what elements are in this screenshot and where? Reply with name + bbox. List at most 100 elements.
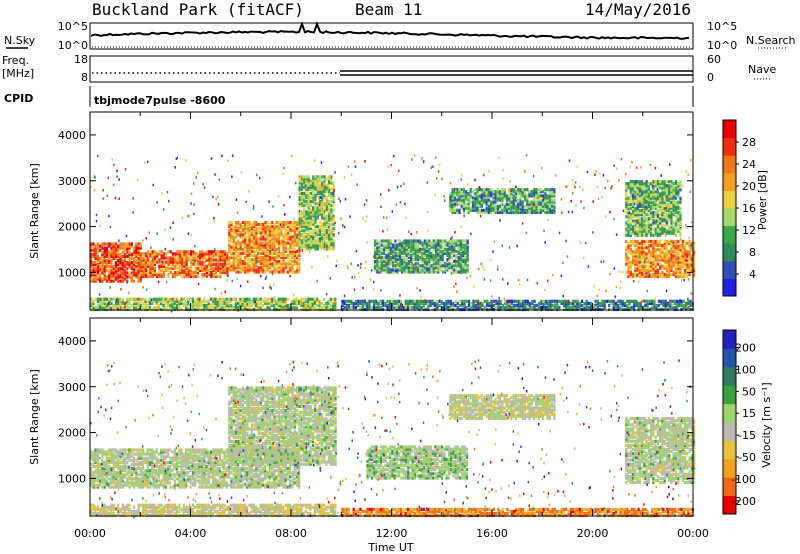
heatmap-cell bbox=[298, 258, 301, 262]
heatmap-cell bbox=[268, 258, 272, 262]
heatmap-cell bbox=[196, 303, 199, 307]
heatmap-cell bbox=[162, 252, 166, 256]
heatmap-cell bbox=[453, 198, 456, 202]
heatmap-cell bbox=[201, 266, 204, 270]
heatmap-speckle bbox=[507, 282, 509, 285]
heatmap-cell bbox=[439, 243, 442, 247]
heatmap-cell bbox=[636, 264, 639, 268]
heatmap-cell bbox=[485, 194, 488, 198]
heatmap-cell bbox=[474, 198, 477, 202]
heatmap-cell bbox=[663, 229, 666, 233]
heatmap-cell bbox=[316, 185, 319, 189]
heatmap-cell bbox=[199, 254, 202, 258]
heatmap-cell bbox=[623, 303, 627, 307]
heatmap-cell bbox=[96, 244, 99, 248]
heatmap-cell bbox=[510, 305, 513, 310]
heatmap-cell bbox=[669, 299, 672, 303]
heatmap-cell bbox=[466, 239, 469, 243]
heatmap-cell bbox=[303, 197, 306, 202]
heatmap-cell bbox=[661, 258, 664, 262]
heatmap-cell bbox=[140, 272, 143, 277]
heatmap-cell bbox=[187, 270, 190, 274]
heatmap-cell bbox=[144, 305, 147, 310]
heatmap-cell bbox=[160, 262, 163, 266]
heatmap-cell bbox=[631, 206, 635, 211]
heatmap-cell bbox=[485, 202, 488, 206]
heatmap-cell bbox=[183, 274, 186, 279]
heatmap-cell bbox=[173, 297, 176, 301]
heatmap-cell bbox=[508, 299, 511, 303]
heatmap-cell bbox=[499, 192, 502, 196]
heatmap-cell bbox=[456, 301, 459, 305]
heatmap-cell bbox=[330, 175, 333, 179]
heatmap-cell bbox=[641, 231, 644, 235]
heatmap-cell bbox=[623, 301, 627, 305]
heatmap-cell bbox=[190, 264, 193, 268]
heatmap-cell bbox=[679, 256, 682, 260]
heatmap-cell bbox=[110, 261, 113, 265]
heatmap-cell bbox=[412, 266, 415, 270]
heatmap-cell bbox=[528, 305, 532, 310]
heatmap-cell bbox=[255, 231, 258, 235]
heatmap-cell bbox=[661, 217, 664, 221]
heatmap-cell bbox=[674, 208, 678, 213]
heatmap-cell bbox=[499, 198, 502, 202]
heatmap-cell bbox=[359, 305, 362, 310]
heatmap-cell bbox=[631, 254, 635, 258]
heatmap-cell bbox=[631, 200, 635, 204]
heatmap-cell bbox=[627, 270, 630, 274]
heatmap-cell bbox=[137, 252, 140, 256]
heatmap-cell bbox=[305, 247, 308, 251]
heatmap-cell bbox=[423, 266, 426, 270]
heatmap-cell bbox=[405, 270, 408, 274]
heatmap-cell bbox=[435, 270, 438, 274]
heatmap-cell bbox=[171, 264, 175, 268]
heatmap-cell bbox=[654, 196, 657, 200]
heatmap-cell bbox=[114, 263, 118, 267]
heatmap-cell bbox=[659, 213, 662, 217]
heatmap-cell bbox=[407, 255, 410, 260]
heatmap-cell bbox=[123, 254, 127, 258]
heatmap-cell bbox=[123, 271, 127, 275]
heatmap-cell bbox=[539, 208, 542, 212]
heatmap-cell bbox=[298, 241, 301, 245]
heatmap-cell bbox=[558, 305, 561, 310]
heatmap-cell bbox=[652, 241, 655, 246]
heatmap-cell bbox=[234, 303, 237, 307]
heatmap-cell bbox=[403, 266, 406, 270]
heatmap-cell bbox=[672, 260, 675, 264]
noise-tick-high-right: 10^5 bbox=[707, 20, 737, 33]
heatmap-cell bbox=[549, 301, 552, 305]
heatmap-cell bbox=[501, 192, 504, 196]
heatmap-cell bbox=[187, 274, 190, 279]
heatmap-cell bbox=[530, 190, 533, 194]
noise-tick-low-left: 10^0 bbox=[58, 39, 88, 52]
heatmap-cell bbox=[158, 268, 161, 272]
heatmap-cell bbox=[277, 233, 281, 237]
heatmap-cell bbox=[422, 303, 425, 307]
heatmap-cell bbox=[634, 198, 637, 202]
heatmap-cell bbox=[523, 210, 527, 214]
heatmap-cell bbox=[680, 301, 683, 305]
heatmap-cell bbox=[287, 266, 290, 270]
heatmap-cell bbox=[230, 268, 233, 272]
heatmap-cell bbox=[305, 193, 308, 197]
heatmap-cell bbox=[196, 297, 199, 301]
heatmap-cell bbox=[406, 299, 409, 303]
heatmap-cell bbox=[490, 188, 493, 192]
heatmap-cell bbox=[273, 251, 276, 255]
heatmap-cell bbox=[641, 264, 644, 268]
heatmap-cell bbox=[641, 221, 644, 225]
heatmap-cell bbox=[681, 250, 684, 254]
heatmap-cell bbox=[547, 305, 550, 310]
heatmap-cell bbox=[291, 305, 294, 310]
heatmap-cell bbox=[652, 244, 655, 248]
heatmap-cell bbox=[629, 194, 632, 198]
heatmap-cell bbox=[101, 303, 104, 307]
heatmap-cell bbox=[467, 301, 471, 305]
heatmap-cell bbox=[135, 248, 138, 252]
heatmap-cell bbox=[625, 239, 628, 244]
heatmap-cell bbox=[517, 301, 520, 305]
heatmap-cell bbox=[235, 241, 238, 245]
heatmap-cell bbox=[289, 220, 292, 225]
